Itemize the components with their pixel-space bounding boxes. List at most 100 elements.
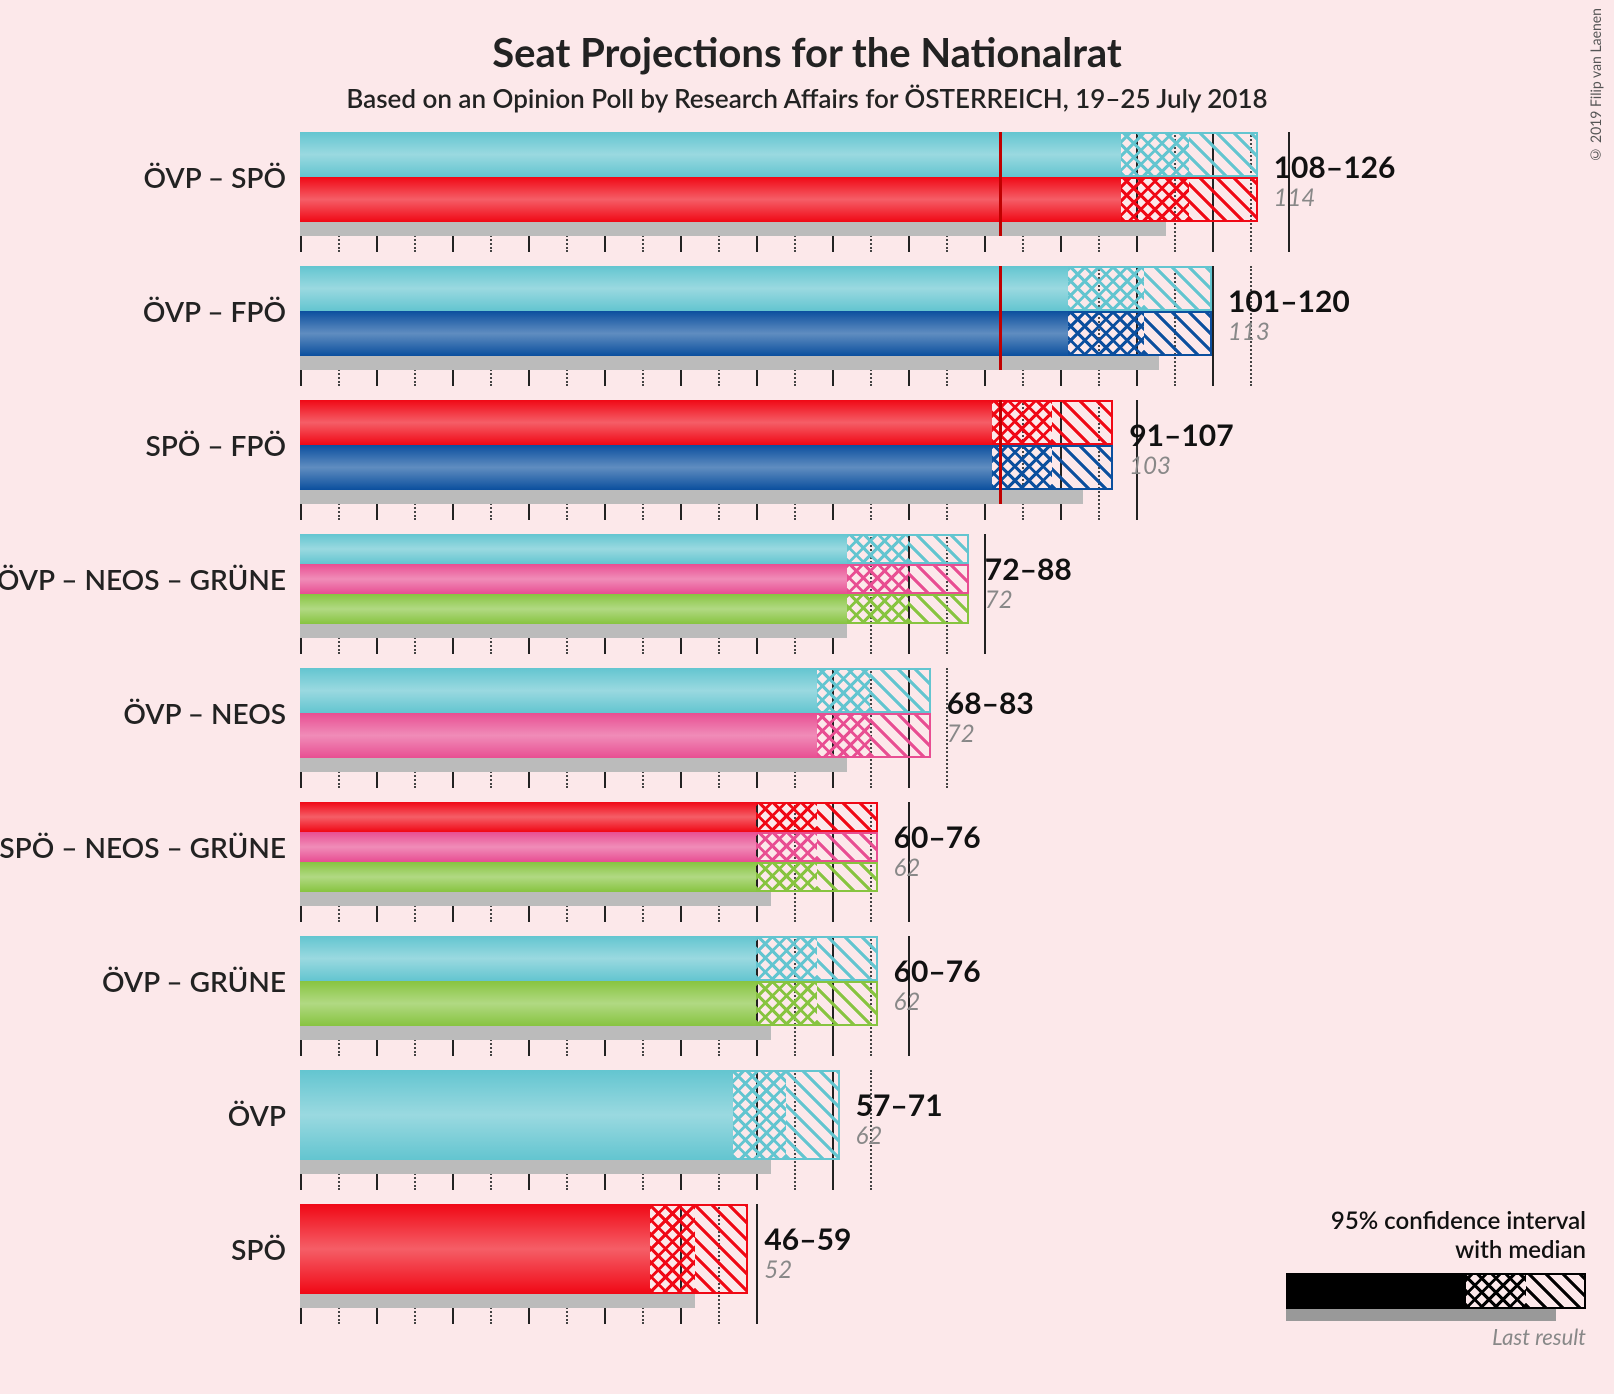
bar-group <box>300 266 1212 356</box>
bar-segment-solid <box>300 266 1068 311</box>
bar-segment-diagonal <box>1052 445 1113 490</box>
chart-row: SPÖ – FPÖ91–107103 <box>300 400 1580 520</box>
bar-segment-crosshatch <box>650 1204 696 1294</box>
bar-segment-diagonal <box>817 862 878 892</box>
bar-segment-solid <box>300 936 756 981</box>
value-range: 57–71 <box>856 1087 943 1123</box>
bar-segment-solid <box>300 132 1121 177</box>
value-range: 91–107 <box>1129 417 1233 453</box>
chart-row: ÖVP – GRÜNE60–7662 <box>300 936 1580 1056</box>
bar-segment-diagonal <box>817 802 878 832</box>
bar-segment-solid <box>300 311 1068 356</box>
legend-bar <box>1286 1273 1586 1309</box>
bar-group <box>300 534 969 624</box>
bar-group <box>300 936 878 1026</box>
row-label: ÖVP – FPÖ <box>0 266 286 356</box>
previous-result-bar <box>300 1294 695 1308</box>
majority-threshold-line <box>999 400 1002 504</box>
majority-threshold-line <box>999 266 1002 370</box>
bar-segment-crosshatch <box>756 862 817 892</box>
legend-title: 95% confidence interval with median <box>1286 1207 1586 1265</box>
bar-segment-solid <box>300 832 756 862</box>
value-previous: 62 <box>894 987 921 1016</box>
bar-segment-solid <box>300 177 1121 222</box>
copyright-notice: © 2019 Filip van Laenen <box>1587 8 1604 164</box>
bar-segment-diagonal <box>908 564 969 594</box>
bar-segment-solid <box>300 1070 733 1160</box>
chart-row: ÖVP – SPÖ108–126114 <box>300 132 1580 252</box>
row-label: ÖVP – SPÖ <box>0 132 286 222</box>
bar-group <box>300 400 1113 490</box>
previous-result-bar <box>300 356 1159 370</box>
bar-segment-crosshatch <box>1068 266 1144 311</box>
value-previous: 62 <box>856 1121 883 1150</box>
value-range: 68–83 <box>947 685 1034 721</box>
chart-row: ÖVP – NEOS – GRÜNE72–8872 <box>300 534 1580 654</box>
chart-row: ÖVP – NEOS68–8372 <box>300 668 1580 788</box>
bar-segment-crosshatch <box>756 981 817 1026</box>
bar-segment-solid <box>300 713 817 758</box>
bar-segment-solid <box>300 594 847 624</box>
bar-segment-solid <box>300 668 817 713</box>
value-previous: 72 <box>947 719 975 748</box>
bar-segment-diagonal <box>870 713 931 758</box>
bar-segment-crosshatch <box>756 832 817 862</box>
legend-last-result: Last result <box>1286 1323 1586 1350</box>
bar-segment-crosshatch <box>817 668 870 713</box>
value-range: 46–59 <box>764 1221 851 1257</box>
bar-segment-crosshatch <box>817 713 870 758</box>
chart-row: ÖVP – FPÖ101–120113 <box>300 266 1580 386</box>
bar-segment-diagonal <box>908 594 969 624</box>
bar-segment-crosshatch <box>847 564 908 594</box>
bar-segment-diagonal <box>817 832 878 862</box>
bar-group <box>300 1204 748 1294</box>
bar-segment-crosshatch <box>733 1070 786 1160</box>
row-label: SPÖ – FPÖ <box>0 400 286 490</box>
value-range: 72–88 <box>985 551 1072 587</box>
value-previous: 113 <box>1228 317 1270 346</box>
value-range: 60–76 <box>894 819 981 855</box>
bar-segment-solid <box>300 445 992 490</box>
legend: 95% confidence interval with median Last… <box>1286 1207 1586 1350</box>
bar-segment-diagonal <box>786 1070 839 1160</box>
previous-result-bar <box>300 892 771 906</box>
bar-segment-diagonal <box>1144 266 1212 311</box>
bar-segment-diagonal <box>908 534 969 564</box>
bar-segment-crosshatch <box>1068 311 1144 356</box>
value-range: 60–76 <box>894 953 981 989</box>
value-range: 101–120 <box>1228 283 1350 319</box>
bar-segment-diagonal <box>1189 177 1257 222</box>
bar-segment-crosshatch <box>1121 177 1189 222</box>
bar-segment-crosshatch <box>756 802 817 832</box>
bar-segment-solid <box>300 802 756 832</box>
bar-segment-solid <box>300 400 992 445</box>
bar-segment-solid <box>300 564 847 594</box>
majority-threshold-line <box>999 132 1002 236</box>
bar-segment-diagonal <box>817 936 878 981</box>
chart-row: ÖVP57–7162 <box>300 1070 1580 1190</box>
value-previous: 62 <box>894 853 921 882</box>
row-label: ÖVP <box>0 1070 286 1160</box>
bar-group <box>300 668 931 758</box>
value-previous: 103 <box>1129 451 1171 480</box>
bar-group <box>300 802 878 892</box>
bar-segment-solid <box>300 981 756 1026</box>
bar-segment-diagonal <box>695 1204 748 1294</box>
row-label: SPÖ <box>0 1204 286 1294</box>
bar-segment-diagonal <box>817 981 878 1026</box>
bar-segment-solid <box>300 862 756 892</box>
value-previous: 114 <box>1274 183 1316 212</box>
row-label: ÖVP – NEOS – GRÜNE <box>0 534 286 624</box>
previous-result-bar <box>300 624 847 638</box>
previous-result-bar <box>300 1026 771 1040</box>
bar-segment-diagonal <box>1189 132 1257 177</box>
bar-group <box>300 1070 840 1160</box>
row-label: ÖVP – GRÜNE <box>0 936 286 1026</box>
bar-group <box>300 132 1258 222</box>
row-label: SPÖ – NEOS – GRÜNE <box>0 802 286 892</box>
bar-segment-crosshatch <box>847 534 908 564</box>
previous-result-bar <box>300 222 1166 236</box>
value-previous: 52 <box>764 1255 792 1284</box>
value-range: 108–126 <box>1274 149 1396 185</box>
row-label: ÖVP – NEOS <box>0 668 286 758</box>
